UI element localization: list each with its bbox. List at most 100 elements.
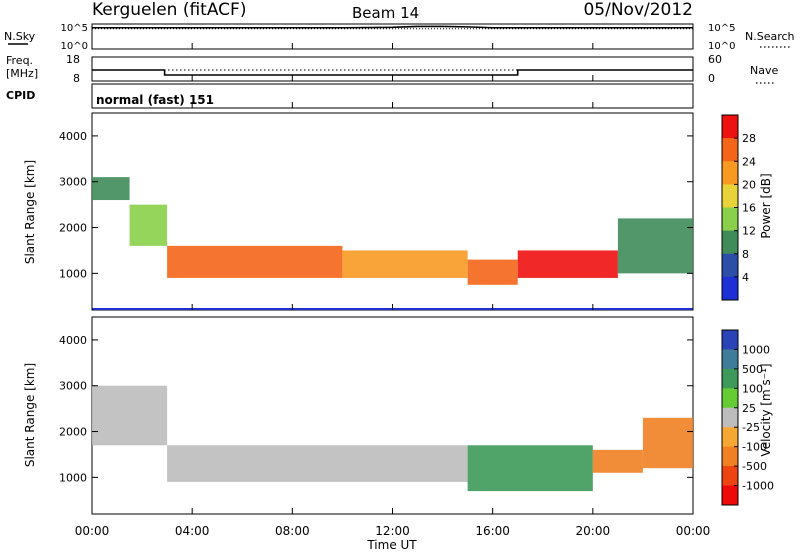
power-ytick-label-2: 2000: [59, 222, 87, 235]
freq-unit-label: [MHz]: [6, 67, 38, 80]
velocity-colorbar-frame: [721, 329, 739, 506]
station-title: Kerguelen (fitACF): [92, 0, 246, 20]
velocity-ytick-label-3: 1000: [59, 471, 87, 484]
xtick-label-3: 12:00: [375, 524, 410, 538]
power-colorbar-tick-label-1: 24: [742, 155, 756, 168]
time-axis: 00:00 04:00 08:00 12:00 16:00 20:00 00:00: [75, 43, 711, 538]
velocity-colorbar-tick-label-6: -500: [742, 460, 767, 473]
velocity-colorbar-band-3: [722, 388, 738, 409]
power-colorbar-band-4: [722, 207, 738, 232]
power-panel: Slant Range [km] 4000 3000 2000 1000 28 24 20…: [23, 112, 773, 311]
velocity-region-3: [592, 449, 643, 473]
xtick-label-5: 20:00: [576, 524, 611, 538]
frequency-panel: Freq. [MHz] 18 8 60 0 Nave: [6, 53, 778, 85]
velocity-colorbar-tick-label-5: -100: [742, 441, 767, 454]
power-heatmap: [92, 177, 693, 285]
power-colorbar-band-2: [722, 161, 738, 185]
power-colorbar-band-3: [722, 184, 738, 208]
velocity-colorbar-tick-label-2: 100: [742, 382, 763, 395]
freq-label: Freq.: [6, 54, 33, 67]
x-axis-label: Time UT: [366, 538, 417, 552]
xtick-label-1: 04:00: [175, 524, 210, 538]
power-colorbar-tick-label-0: 28: [742, 132, 756, 145]
power-colorbar-band-6: [722, 253, 738, 278]
velocity-frame: [91, 316, 694, 515]
power-region-5: [517, 250, 618, 278]
velocity-colorbar-tick-label-1: 500: [742, 363, 763, 376]
power-colorbar-band-0: [722, 115, 738, 139]
power-colorbar-tick-label-2: 20: [742, 178, 756, 191]
velocity-colorbar-tick-label-0: 1000: [742, 343, 770, 356]
velocity-colorbar-band-5: [722, 427, 738, 448]
velocity-panel: Slant Range [km] 4000 3000 2000 1000 1000 50…: [23, 316, 774, 515]
nave-tick-top: 60: [708, 53, 722, 66]
power-region-2: [167, 245, 343, 278]
n-search-label: N.Search: [745, 30, 795, 43]
velocity-colorbar-label: Velocity [m s⁻¹]: [759, 363, 773, 456]
power-colorbar-tick-label-3: 16: [742, 202, 756, 215]
velocity-ytick-label-1: 3000: [59, 380, 87, 393]
power-frame: [91, 112, 694, 311]
xtick-label-2: 08:00: [275, 524, 310, 538]
cpid-panel: CPID normal (fast) 151: [6, 83, 694, 109]
power-colorbar-band-5: [722, 230, 738, 255]
velocity-heatmap: [92, 385, 693, 492]
velocity-colorbar-band-2: [722, 368, 738, 389]
beam-title: Beam 14: [352, 4, 419, 22]
noise-panel: N.Sky 10^5 10^0 10^5 10^0 N.Search: [4, 23, 795, 52]
velocity-colorbar-band-7: [722, 466, 738, 487]
power-region-1: [129, 204, 168, 246]
cpid-mode-text: normal (fast) 151: [96, 93, 214, 107]
velocity-colorbar-band-4: [722, 407, 738, 428]
velocity-colorbar-tick-label-3: 25: [742, 402, 756, 415]
power-ytick-label-3: 1000: [59, 267, 87, 280]
velocity-ytick-label-2: 2000: [59, 426, 87, 439]
power-region-6: [617, 218, 693, 274]
xtick-label-6: 00:00: [676, 524, 711, 538]
power-ytick-label-1: 3000: [59, 176, 87, 189]
date-title: 05/Nov/2012: [583, 0, 693, 20]
noise-left-tick-bottom: 10^0: [61, 41, 88, 52]
power-yticks: 4000 3000 2000 1000: [59, 130, 693, 280]
cpid-label: CPID: [6, 89, 35, 102]
power-colorbar-tick-label-6: 4: [742, 271, 749, 284]
frequency-series: [92, 69, 693, 76]
power-region-4: [467, 259, 518, 285]
velocity-colorbar-band-0: [722, 330, 738, 350]
power-colorbar: 28 24 20 16 12 8 4: [721, 114, 756, 301]
noise-left-tick-top: 10^5: [61, 23, 88, 34]
xtick-label-4: 16:00: [475, 524, 510, 538]
power-colorbar-tick-label-4: 12: [742, 225, 756, 238]
xtick-label-0: 00:00: [75, 524, 110, 538]
power-ytick-label-0: 4000: [59, 130, 87, 143]
velocity-colorbar-band-1: [722, 349, 738, 370]
noise-right-tick-bottom: 10^0: [708, 41, 735, 52]
n-sky-label: N.Sky: [4, 30, 36, 43]
power-colorbar-tick-label-5: 8: [742, 248, 749, 261]
power-colorbar-band-1: [722, 138, 738, 162]
freq-tick-bottom: 8: [73, 72, 80, 85]
power-ylabel: Slant Range [km]: [23, 160, 37, 264]
freq-tick-top: 18: [66, 53, 80, 66]
velocity-region-0: [92, 385, 168, 446]
power-region-0: [92, 177, 130, 201]
power-region-3: [342, 250, 468, 278]
velocity-ytick-label-0: 4000: [59, 334, 87, 347]
n-sky-series: [92, 25, 693, 29]
velocity-colorbar-tick-label-4: -25: [742, 421, 760, 434]
noise-right-tick-top: 10^5: [708, 23, 735, 34]
velocity-colorbar-band-6: [722, 446, 738, 467]
velocity-colorbar: 1000 500 100 25 -25 -100 -500 -1000: [721, 329, 774, 506]
velocity-colorbar-band-8: [722, 485, 738, 506]
velocity-region-2: [467, 445, 593, 492]
velocity-yticks: 4000 3000 2000 1000: [59, 334, 693, 484]
nave-tick-bottom: 0: [708, 72, 715, 85]
velocity-colorbar-tick-label-7: -1000: [742, 480, 774, 493]
velocity-region-4: [642, 417, 693, 469]
velocity-region-1: [167, 445, 468, 482]
power-colorbar-label: Power [dB]: [759, 173, 773, 238]
power-colorbar-band-7: [722, 276, 738, 301]
nave-label: Nave: [750, 64, 778, 77]
velocity-ylabel: Slant Range [km]: [23, 363, 37, 467]
